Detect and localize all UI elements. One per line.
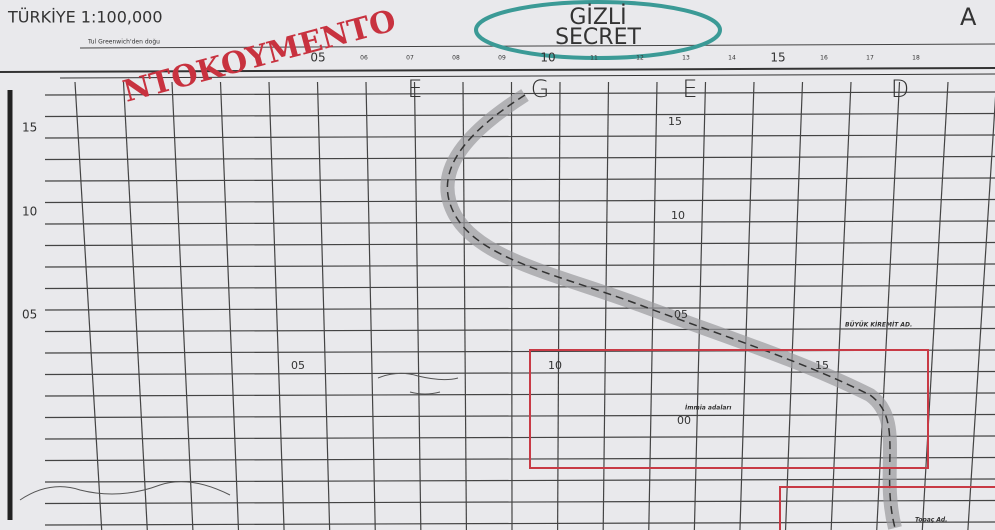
map-sheet: TÜRKİYE 1:100,000 Tul Greenwich'den doğu… [0, 0, 995, 530]
scale-label: 16 [820, 55, 828, 62]
grid-label: 05 [22, 308, 37, 322]
place-name: BÜYÜK KİREMİT AD. [845, 322, 912, 329]
scale-label: 15 [770, 51, 785, 65]
sheet-letter: A [960, 3, 977, 31]
place-name: İmmia adaları [685, 405, 731, 412]
map-title: TÜRKİYE 1:100,000 [7, 8, 163, 27]
scale-label: 05 [310, 51, 325, 65]
scale-label: 08 [452, 55, 460, 62]
scale-label: 12 [636, 55, 644, 62]
grid-label: 15 [815, 359, 829, 372]
grid-label: 10 [671, 209, 685, 222]
scale-label: 18 [912, 55, 920, 62]
column-letter: D [891, 75, 909, 103]
scale-label: 10 [540, 51, 555, 65]
grid-label: 05 [674, 308, 688, 321]
grid-line [512, 82, 513, 530]
scale-label: 14 [728, 55, 736, 62]
scale-label: 07 [406, 55, 414, 62]
grid-label: 15 [22, 121, 37, 135]
column-letter: G [531, 75, 550, 103]
classification: SECRET [555, 25, 641, 50]
grid-label: 10 [22, 205, 37, 219]
grid-label: 10 [548, 359, 562, 372]
longitude-note: Tul Greenwich'den doğu [87, 39, 160, 46]
scale-label: 09 [498, 55, 506, 62]
grid-label: 05 [291, 359, 305, 372]
scale-label: 17 [866, 55, 874, 62]
grid-label: 00 [677, 414, 691, 427]
place-name: Topaç Ad. [915, 517, 947, 524]
grid-label: 15 [668, 115, 682, 128]
column-letter: E [682, 75, 697, 103]
scale-label: 11 [590, 55, 598, 62]
scale-label: 06 [360, 55, 368, 62]
column-letter: E [407, 75, 422, 103]
scale-label: 13 [682, 55, 690, 62]
